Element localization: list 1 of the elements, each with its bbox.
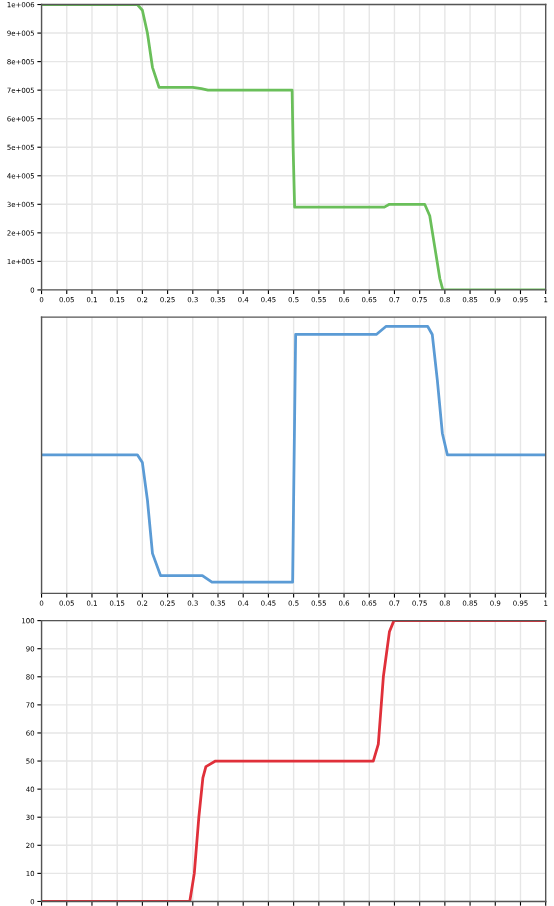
line-series [41,620,546,902]
